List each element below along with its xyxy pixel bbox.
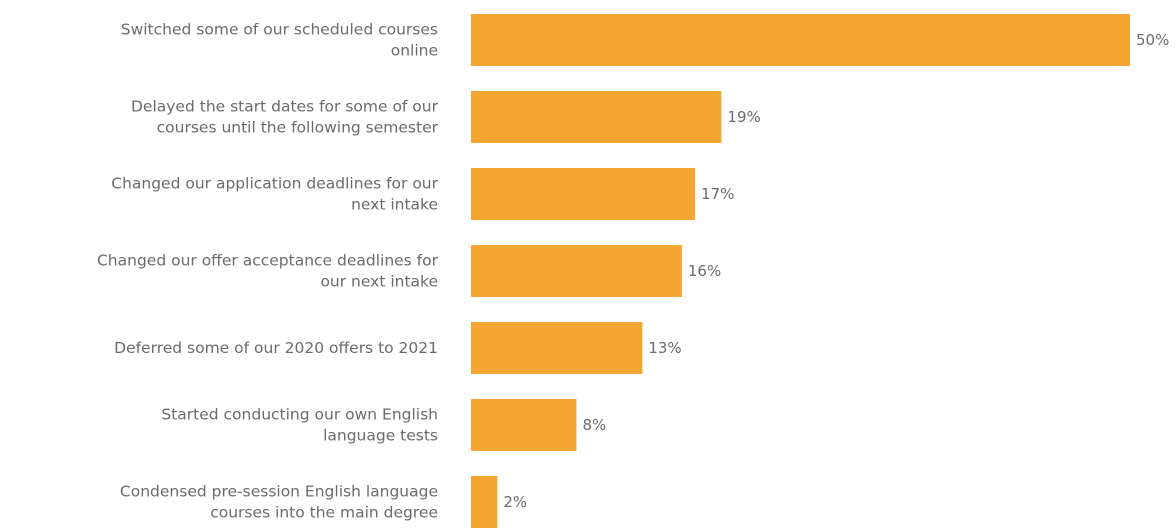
category-label-5: Deferred some of our 2020 offers to 2021 (114, 339, 438, 357)
value-label-4: 16% (688, 262, 721, 280)
category-label-line: courses into the main degree (210, 504, 438, 522)
value-label-5: 13% (648, 339, 681, 357)
category-label-1: Switched some of our scheduled courses on… (121, 21, 438, 60)
category-label-line: Condensed pre-session English language (120, 483, 438, 501)
category-labels-layer: Switched some of our scheduled courses on… (97, 21, 439, 522)
category-label-3: Changed our application deadlines for ou… (111, 175, 438, 214)
category-label-line: online (391, 42, 438, 60)
category-label-line: Delayed the start dates for some of our (131, 98, 439, 116)
value-label-6: 8% (582, 416, 606, 434)
category-label-line: Started conducting our own English (161, 406, 438, 424)
category-label-line: courses until the following semester (157, 119, 439, 137)
category-label-line: Changed our offer acceptance deadlines f… (97, 252, 439, 270)
value-label-1: 50% (1136, 31, 1169, 49)
bar-4 (471, 245, 682, 297)
value-label-3: 17% (701, 185, 734, 203)
value-label-2: 19% (727, 108, 760, 126)
category-label-7: Condensed pre-session English language co… (120, 483, 438, 522)
category-label-line: our next intake (320, 273, 438, 291)
category-label-line: language tests (323, 427, 438, 445)
category-label-line: next intake (351, 196, 438, 214)
value-labels-layer: 50% 19% 17% 16% 13% 8% 2% (503, 31, 1169, 511)
bar-1 (471, 14, 1130, 66)
category-label-line: Switched some of our scheduled courses (121, 21, 438, 39)
category-label-line: Deferred some of our 2020 offers to 2021 (114, 339, 438, 357)
category-label-4: Changed our offer acceptance deadlines f… (97, 252, 439, 291)
bar-7 (471, 476, 498, 528)
bar-5 (471, 322, 643, 374)
category-label-6: Started conducting our own English langua… (161, 406, 438, 445)
bar-2 (471, 91, 722, 143)
value-label-7: 2% (503, 493, 527, 511)
bars-layer (471, 14, 1130, 528)
bar-6 (471, 399, 577, 451)
category-label-2: Delayed the start dates for some of our c… (131, 98, 439, 137)
category-label-line: Changed our application deadlines for ou… (111, 175, 438, 193)
bar-3 (471, 168, 696, 220)
